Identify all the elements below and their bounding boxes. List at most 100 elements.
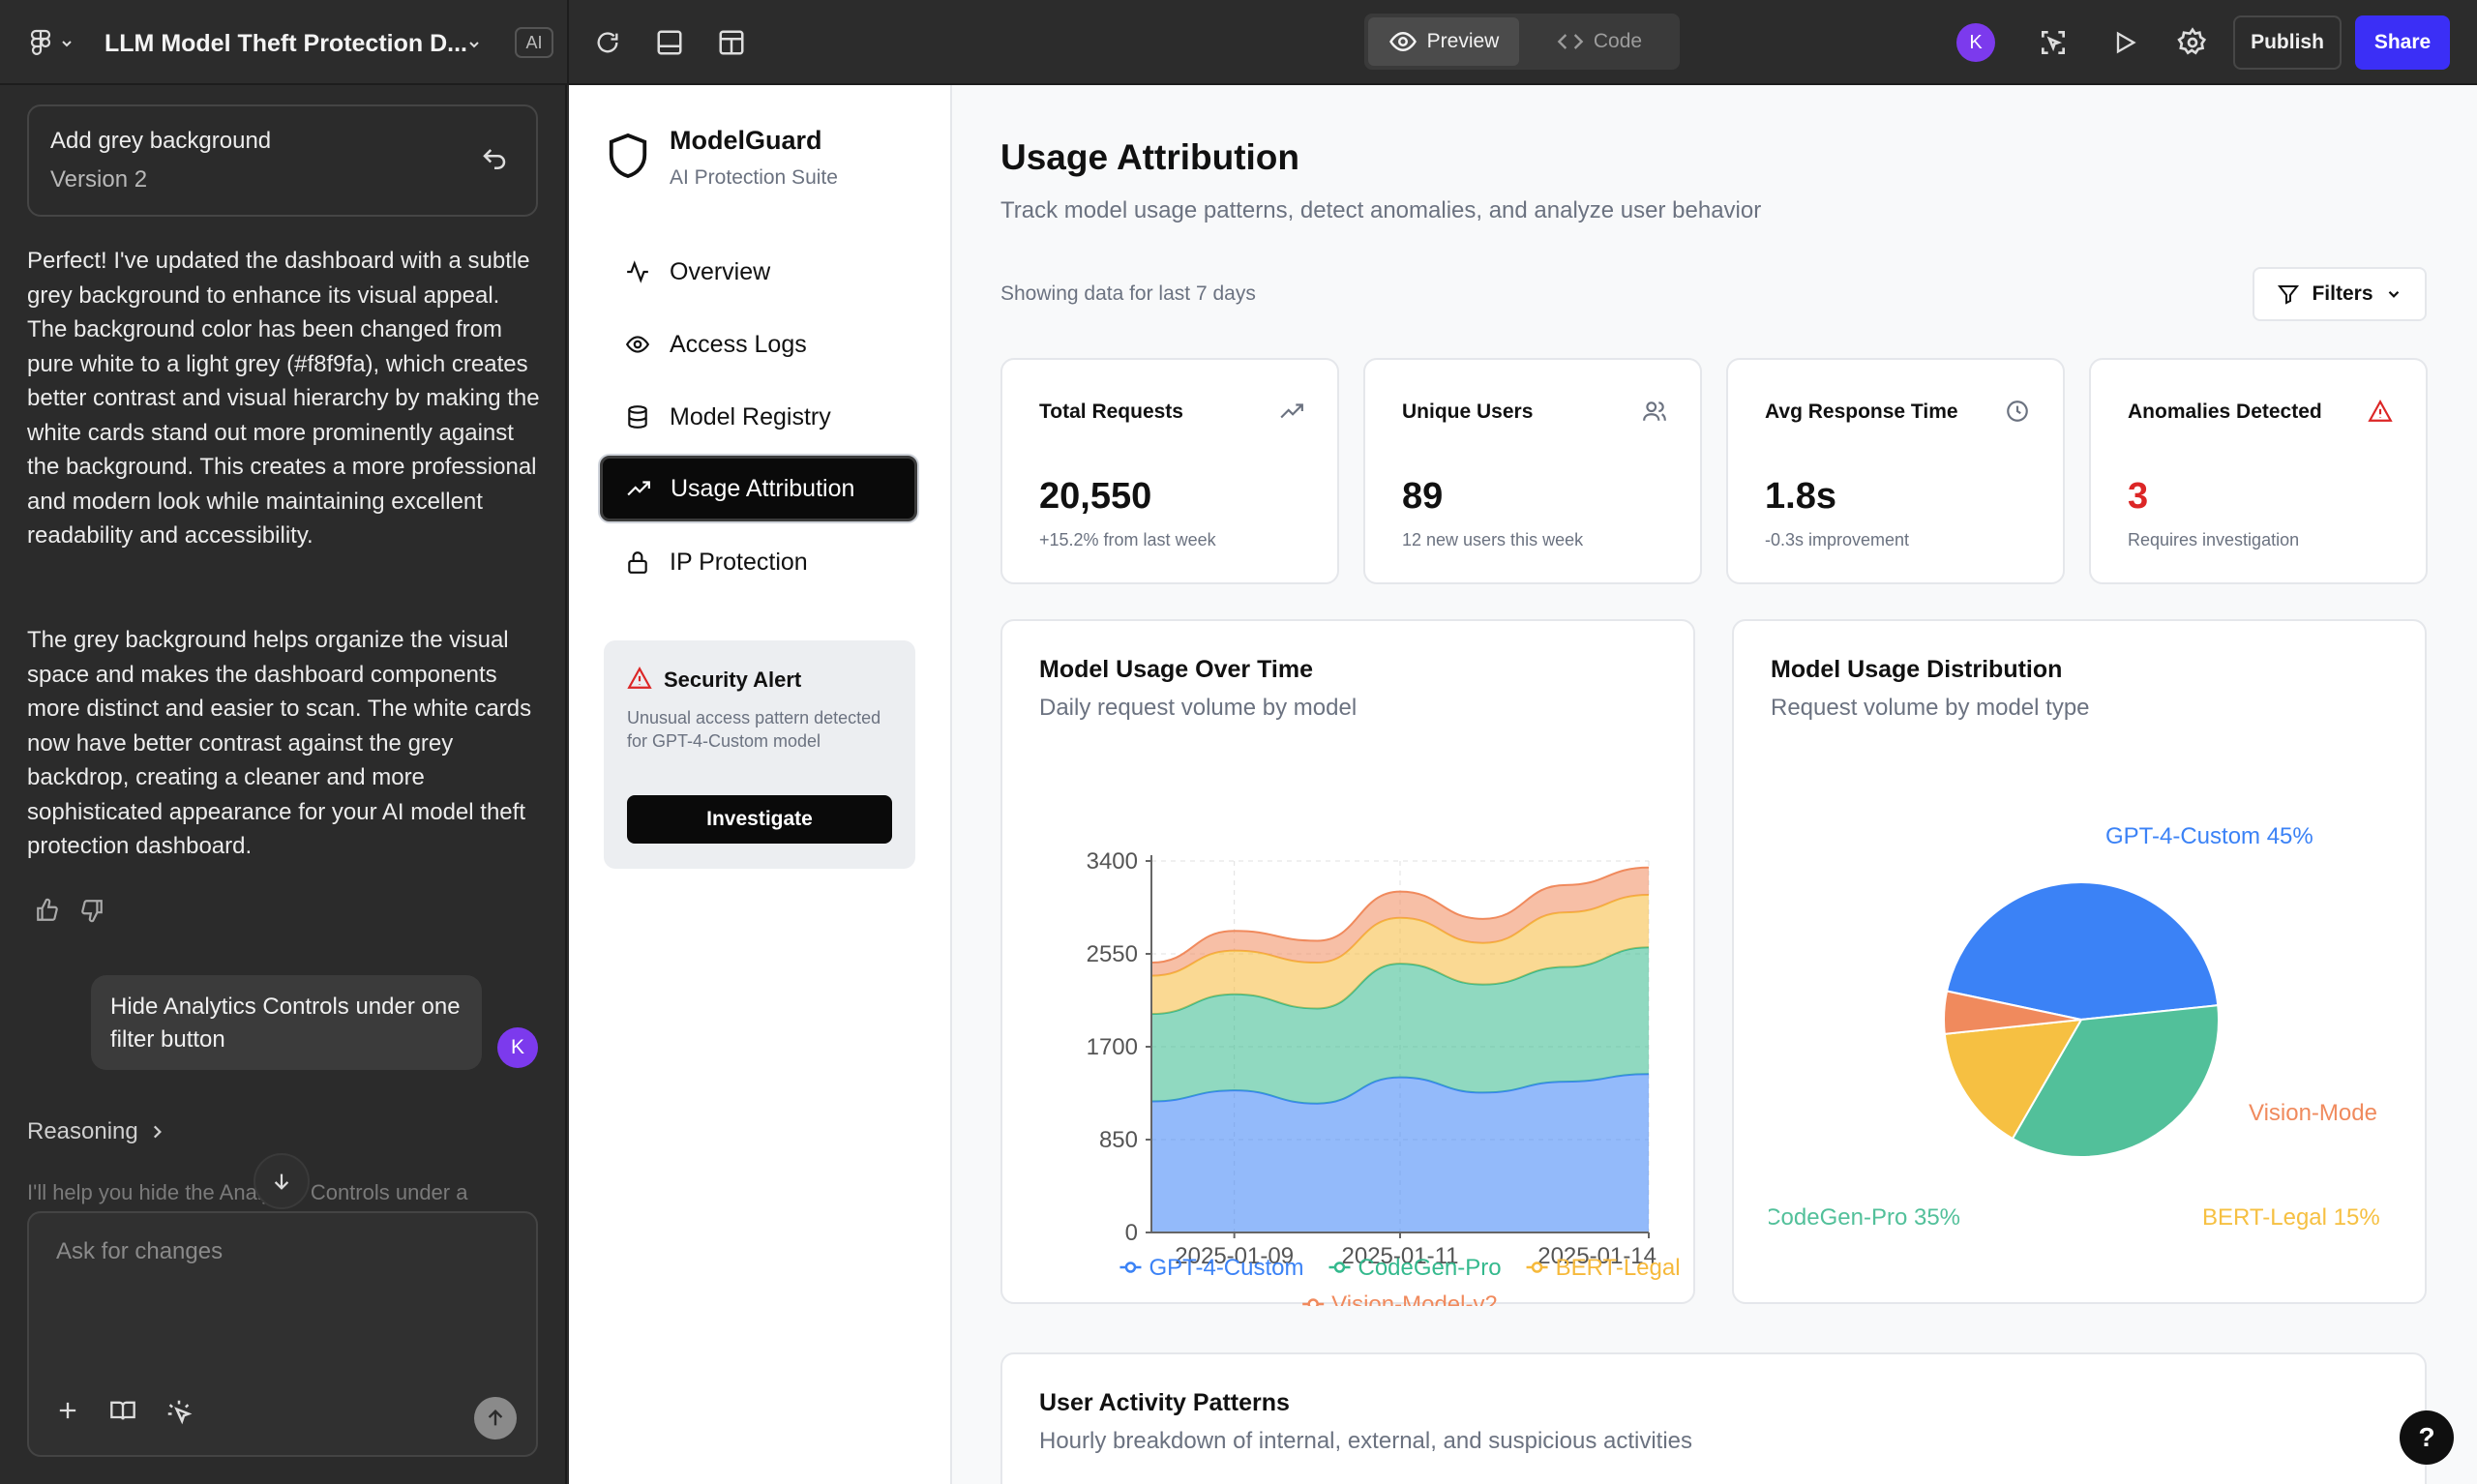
sidebar-item-access-logs[interactable]: Access Logs [602, 313, 915, 375]
legend-label: Vision-Model-v2 [1331, 1291, 1498, 1306]
pie-slice-codegen-pro [2011, 1004, 2220, 1158]
plus-icon[interactable] [54, 1397, 81, 1424]
chevron-down-icon[interactable] [459, 29, 490, 60]
activity-icon [627, 260, 648, 283]
settings-gear-icon[interactable] [2171, 21, 2214, 64]
layout-panel-icon[interactable] [648, 21, 691, 64]
alert-triangle-icon [2368, 399, 2393, 429]
thumbs-up-icon[interactable] [35, 898, 60, 923]
app-menu-button[interactable] [25, 23, 79, 64]
sidebar-item-label: IP Protection [670, 548, 808, 576]
book-icon[interactable] [108, 1397, 137, 1424]
legend-marker [1333, 1261, 1346, 1273]
code-icon [1557, 34, 1584, 49]
pie-label: GPT-4-Custom 45% [2105, 823, 2313, 849]
play-icon[interactable] [2104, 21, 2146, 64]
stat-card-unique-users: Unique Users 89 12 new users this week [1363, 358, 1702, 584]
sidebar-item-ip-protection[interactable]: IP Protection [602, 531, 915, 593]
alert-triangle-icon [627, 666, 652, 696]
legend-label: GPT-4-Custom [1149, 1255, 1303, 1281]
refresh-icon[interactable] [586, 21, 629, 64]
send-button[interactable] [474, 1397, 517, 1439]
stat-note: +15.2% from last week [1039, 530, 1216, 549]
brand-name: ModelGuard [670, 126, 822, 155]
filters-button[interactable]: Filters [2253, 267, 2427, 321]
legend-marker [1531, 1261, 1543, 1273]
pie-slice-vision-model-v2 [1943, 990, 2082, 1035]
y-tick-label: 3400 [1087, 848, 1138, 875]
feedback-controls [35, 898, 104, 923]
usage-over-time-card: Model Usage Over Time Daily request volu… [1000, 619, 1695, 1306]
chat-panel: Add grey background Version 2 Perfect! I… [0, 85, 567, 1484]
legend-marker [1124, 1261, 1137, 1273]
arrow-up-icon [488, 1409, 503, 1426]
preview-label: Preview [1426, 30, 1500, 52]
scroll-down-button[interactable] [254, 1153, 310, 1209]
help-button[interactable]: ? [2400, 1410, 2454, 1465]
version-title: Add grey background [50, 128, 272, 154]
ai-badge[interactable]: AI [515, 27, 553, 58]
y-tick-label: 1700 [1087, 1034, 1138, 1060]
usage-distribution-card: Model Usage Distribution Request volume … [1732, 619, 2427, 1304]
user-avatar[interactable]: K [1956, 23, 1995, 62]
arrow-down-icon [274, 1173, 289, 1190]
stat-label: Avg Response Time [1765, 401, 1958, 423]
sidebar-item-label: Access Logs [670, 330, 807, 358]
eye-icon [625, 336, 650, 353]
pie-labels: GPT-4-Custom 45% CodeGen-Pro 35% BERT-Lega… [1769, 823, 2380, 1231]
view-toggle: Preview Code [1364, 14, 1680, 70]
thumbs-down-icon[interactable] [79, 898, 104, 923]
stat-label: Unique Users [1402, 401, 1534, 423]
visual-edit-icon[interactable] [164, 1397, 194, 1426]
code-label: Code [1593, 30, 1643, 52]
toolbar-divider [567, 0, 569, 85]
undo-icon[interactable] [480, 145, 509, 179]
investigate-button[interactable]: Investigate [627, 795, 892, 844]
preview-tab[interactable]: Preview [1368, 17, 1519, 66]
lock-icon [628, 551, 647, 574]
sidebar-item-overview[interactable]: Overview [602, 241, 915, 303]
area-series-vision-model-v2 [1151, 867, 1649, 976]
assistant-message: The grey background helps organize the v… [27, 627, 532, 859]
area-series-bert-legal [1151, 895, 1649, 1015]
reasoning-toggle[interactable]: Reasoning [27, 1118, 165, 1145]
sidebar-item-label: Overview [670, 257, 771, 285]
chevron-down-icon [62, 41, 72, 47]
chat-input[interactable] [56, 1238, 511, 1354]
share-button[interactable]: Share [2355, 15, 2450, 70]
legend-item: CodeGen-Pro [1328, 1255, 1502, 1281]
stat-value: 20,550 [1039, 476, 1152, 517]
select-element-icon[interactable] [2032, 21, 2074, 64]
version-card[interactable]: Add grey background Version 2 [27, 104, 538, 217]
stat-note: Requires investigation [2128, 530, 2300, 549]
area-series-codegen-pro [1151, 947, 1649, 1104]
filter-icon [2278, 285, 2300, 305]
chart-legend-row: GPT-4-Custom CodeGen-Pro BERT-Legal [1119, 1255, 1681, 1281]
stat-value: 3 [2128, 476, 2149, 517]
code-tab[interactable]: Code [1523, 17, 1676, 66]
stat-value: 89 [1402, 476, 1444, 517]
stat-value: 1.8s [1765, 476, 1836, 517]
x-tick-label: 2025-01-09 [1175, 1243, 1294, 1269]
sidebar-item-usage-attribution[interactable]: Usage Attribution [600, 456, 917, 521]
publish-button[interactable]: Publish [2233, 15, 2342, 70]
filters-label: Filters [2312, 282, 2373, 305]
legend-marker [1307, 1298, 1319, 1306]
page-subtitle: Track model usage patterns, detect anoma… [1000, 197, 1762, 223]
sidebar-item-model-registry[interactable]: Model Registry [602, 386, 915, 448]
layout-split-icon[interactable] [710, 21, 753, 64]
project-title[interactable]: LLM Model Theft Protection D... [104, 29, 467, 57]
legend-label: BERT-Legal [1556, 1255, 1681, 1281]
card-title: User Activity Patterns [1039, 1389, 1290, 1416]
chart-legend-row: Vision-Model-v2 [1302, 1291, 1498, 1306]
stat-card-anomalies: Anomalies Detected 3 Requires investigat… [2089, 358, 2428, 584]
alert-text: Unusual access pattern detected for GPT-… [627, 708, 881, 751]
legend-item: Vision-Model-v2 [1302, 1291, 1498, 1306]
pie-slice-bert-legal [1943, 1018, 2083, 1141]
input-tools [54, 1397, 194, 1426]
legend-label: CodeGen-Pro [1358, 1255, 1501, 1281]
top-bar: LLM Model Theft Protection D... AI Previ… [0, 0, 2477, 85]
area-line-vision-model-v2 [1150, 866, 1650, 965]
y-tick-label: 0 [1125, 1220, 1138, 1246]
users-icon [1642, 399, 1667, 429]
